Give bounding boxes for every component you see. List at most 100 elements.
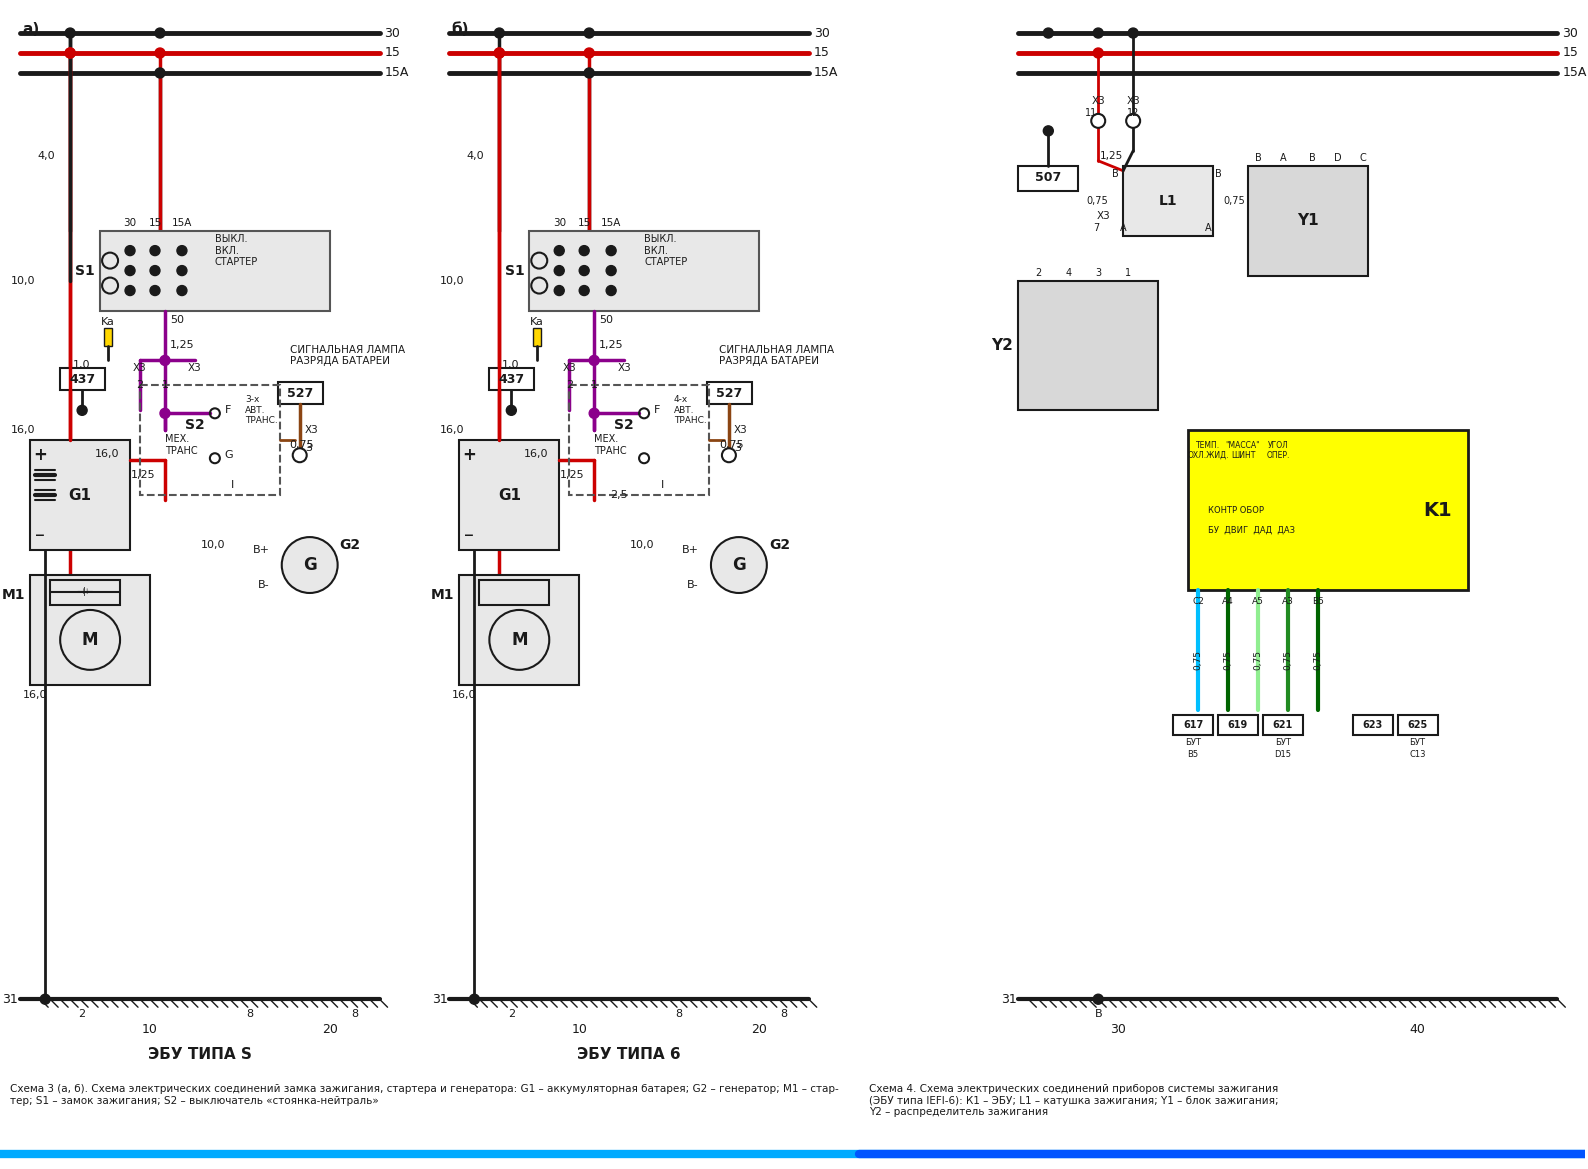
Text: 0,75: 0,75 [1253, 650, 1262, 670]
Circle shape [1043, 28, 1053, 39]
Circle shape [554, 265, 564, 276]
Circle shape [507, 406, 516, 415]
Circle shape [176, 245, 187, 256]
Text: а): а) [22, 21, 40, 36]
Text: 30: 30 [813, 27, 829, 40]
Text: Х3: Х3 [133, 364, 148, 373]
Circle shape [580, 285, 589, 296]
Text: 0,75: 0,75 [1223, 650, 1232, 670]
Bar [534, 328, 542, 346]
Text: M1: M1 [2, 588, 25, 602]
Text: 15: 15 [578, 217, 591, 228]
Text: 1: 1 [1126, 268, 1131, 277]
Text: I: I [661, 480, 664, 490]
Text: 0,75: 0,75 [1086, 195, 1108, 206]
Circle shape [607, 265, 616, 276]
Bar [707, 382, 751, 404]
Circle shape [281, 537, 338, 593]
Circle shape [149, 245, 160, 256]
Text: 15: 15 [384, 47, 400, 60]
Text: 10,0: 10,0 [440, 276, 464, 285]
Text: 2,5: 2,5 [610, 490, 627, 500]
Text: 15А: 15А [813, 67, 838, 79]
Text: B: B [1215, 168, 1221, 179]
Bar [1123, 166, 1213, 236]
Text: C: C [1359, 153, 1366, 162]
Text: 16,0: 16,0 [453, 690, 476, 700]
Text: B+: B+ [681, 545, 699, 555]
Text: 7: 7 [1093, 222, 1099, 233]
Text: 0,75: 0,75 [1194, 650, 1202, 670]
Bar [1262, 714, 1302, 735]
Text: БУ  ДВИГ  ДАД  ДАЗ: БУ ДВИГ ДАД ДАЗ [1208, 526, 1294, 534]
Text: 527: 527 [716, 387, 742, 400]
Text: 0,75: 0,75 [1223, 195, 1245, 206]
Text: 2: 2 [78, 1009, 86, 1019]
Bar [459, 441, 559, 551]
Text: 625: 625 [1407, 720, 1428, 729]
Circle shape [1093, 28, 1104, 39]
Text: 10,0: 10,0 [200, 540, 225, 551]
Text: M: M [511, 631, 527, 649]
Bar [480, 580, 549, 606]
Text: 10,0: 10,0 [11, 276, 35, 285]
Circle shape [589, 355, 599, 366]
Text: A5: A5 [1251, 597, 1264, 607]
Circle shape [470, 994, 480, 1004]
Text: M: M [83, 631, 98, 649]
Text: F: F [225, 406, 232, 415]
Text: 15А: 15А [1563, 67, 1586, 79]
Text: 0,75: 0,75 [719, 441, 743, 450]
Bar [489, 368, 534, 390]
Text: ЭБУ ТИПА S: ЭБУ ТИПА S [148, 1046, 252, 1061]
Circle shape [494, 48, 505, 58]
Circle shape [60, 610, 121, 670]
Text: КОНТР ОБОР: КОНТР ОБОР [1208, 506, 1264, 514]
Text: "МАССА"
ШИНТ: "МАССА" ШИНТ [1226, 441, 1261, 459]
Text: 31: 31 [1000, 992, 1016, 1005]
Text: 507: 507 [1035, 172, 1061, 185]
Text: 0,75: 0,75 [1283, 650, 1293, 670]
Text: 15: 15 [1563, 47, 1578, 60]
Circle shape [711, 537, 767, 593]
Text: G2: G2 [340, 538, 360, 552]
Text: +: + [33, 447, 48, 464]
Text: 40: 40 [1410, 1023, 1426, 1036]
Text: 0,75: 0,75 [289, 441, 314, 450]
Text: б): б) [451, 21, 468, 36]
Bar [1188, 430, 1467, 590]
Text: 8: 8 [780, 1009, 788, 1019]
Circle shape [580, 245, 589, 256]
Text: 4-х
АВТ.
ТРАНС.: 4-х АВТ. ТРАНС. [673, 395, 707, 426]
Text: G1: G1 [497, 487, 521, 503]
Circle shape [160, 408, 170, 419]
Circle shape [176, 265, 187, 276]
Text: Х3: Х3 [1126, 96, 1140, 106]
Text: Схема 4. Схема электрических соединений приборов системы зажигания
(ЭБУ типа IEF: Схема 4. Схема электрических соединений … [869, 1084, 1278, 1118]
Text: G: G [303, 556, 316, 574]
Text: 16,0: 16,0 [95, 449, 119, 459]
Text: 16,0: 16,0 [11, 426, 35, 435]
Bar [278, 382, 322, 404]
Text: 4: 4 [1066, 268, 1072, 277]
Text: 437: 437 [68, 373, 95, 386]
Text: Х3: Х3 [734, 426, 748, 435]
Circle shape [65, 48, 75, 58]
Text: 50: 50 [599, 316, 613, 325]
Circle shape [149, 265, 160, 276]
Text: 623: 623 [1363, 720, 1383, 729]
Text: 30: 30 [1563, 27, 1578, 40]
Text: 10: 10 [572, 1023, 588, 1036]
Text: ⊣|⊢: ⊣|⊢ [76, 588, 94, 596]
Circle shape [554, 285, 564, 296]
Text: 31: 31 [432, 992, 448, 1005]
Text: БУТ: БУТ [1410, 738, 1426, 747]
Text: M1: M1 [430, 588, 454, 602]
Text: A3: A3 [1282, 597, 1294, 607]
Circle shape [125, 265, 135, 276]
Bar [1353, 714, 1393, 735]
Circle shape [156, 48, 165, 58]
Text: B: B [1310, 153, 1316, 162]
Bar [60, 368, 105, 390]
Text: G: G [732, 556, 746, 574]
